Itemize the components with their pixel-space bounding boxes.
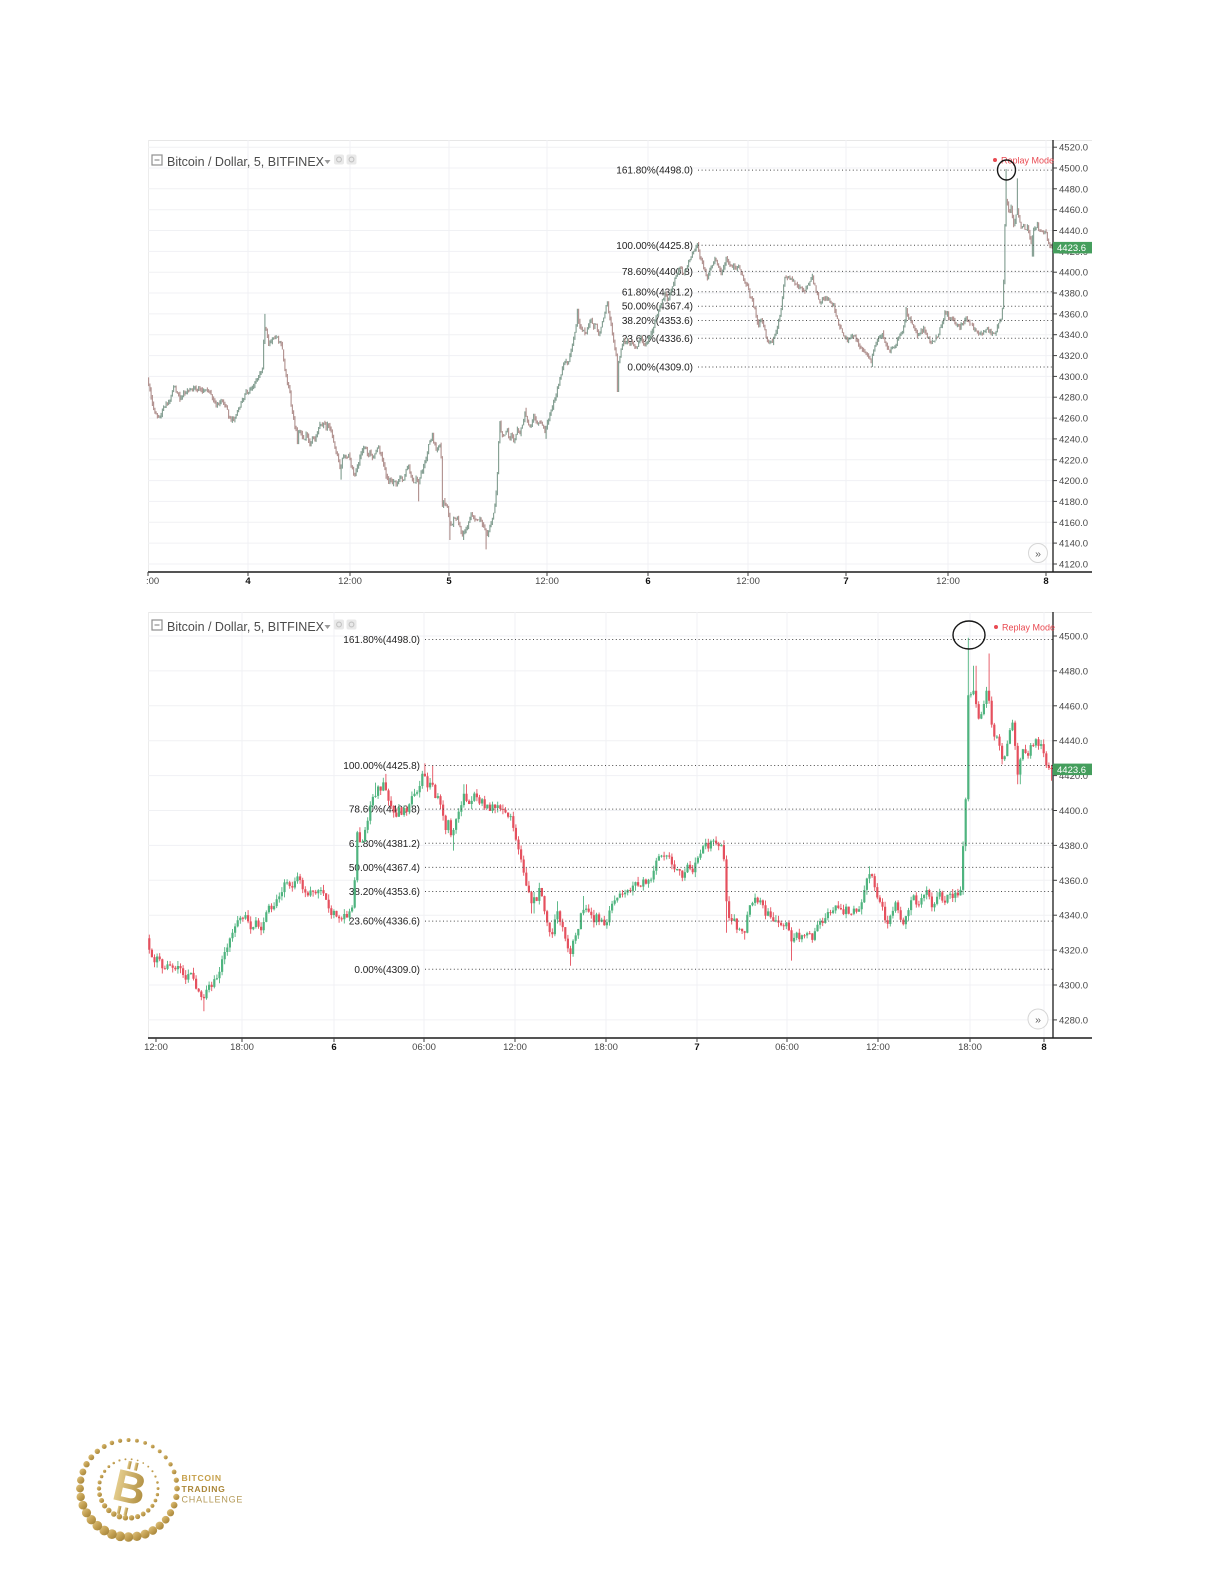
svg-text:Replay Mode: Replay Mode <box>1001 156 1054 166</box>
svg-text:4460.0: 4460.0 <box>1059 205 1088 216</box>
svg-text:4300.0: 4300.0 <box>1059 372 1088 383</box>
svg-text:78.60%(4400.8): 78.60%(4400.8) <box>622 267 693 278</box>
svg-text:0.00%(4309.0): 0.00%(4309.0) <box>627 363 693 374</box>
svg-text:12:00: 12:00 <box>503 1042 527 1053</box>
svg-text:4423.6: 4423.6 <box>1057 243 1086 254</box>
svg-text:38.20%(4353.6): 38.20%(4353.6) <box>349 887 420 898</box>
svg-text:06:00: 06:00 <box>412 1042 436 1053</box>
svg-text:18:00: 18:00 <box>230 1042 254 1053</box>
svg-text:CHALLENGE: CHALLENGE <box>182 1495 244 1505</box>
svg-text:6: 6 <box>645 576 650 587</box>
svg-text:4360.0: 4360.0 <box>1059 876 1088 887</box>
svg-text:4400.0: 4400.0 <box>1059 806 1088 817</box>
svg-text:Replay Mode: Replay Mode <box>1002 623 1055 633</box>
svg-text:4360.0: 4360.0 <box>1059 309 1088 320</box>
svg-text:4320.0: 4320.0 <box>1059 351 1088 362</box>
svg-text:Bitcoin / Dollar, 5, BITFINEX: Bitcoin / Dollar, 5, BITFINEX <box>167 155 325 169</box>
svg-text:4380.0: 4380.0 <box>1059 841 1088 852</box>
svg-text:4340.0: 4340.0 <box>1059 330 1088 341</box>
svg-text:23.60%(4336.6): 23.60%(4336.6) <box>349 917 420 928</box>
svg-text:4120.0: 4120.0 <box>1059 560 1088 571</box>
svg-text:4220.0: 4220.0 <box>1059 455 1088 466</box>
svg-text:161.80%(4498.0): 161.80%(4498.0) <box>343 635 420 646</box>
svg-text:100.00%(4425.8): 100.00%(4425.8) <box>616 241 693 252</box>
svg-text:8: 8 <box>1041 1042 1046 1053</box>
svg-text:4500.0: 4500.0 <box>1059 632 1088 643</box>
svg-text:4423.6: 4423.6 <box>1057 765 1086 776</box>
svg-text:23.60%(4336.6): 23.60%(4336.6) <box>622 334 693 345</box>
svg-text:4460.0: 4460.0 <box>1059 701 1088 712</box>
svg-text:4: 4 <box>245 576 251 587</box>
svg-text:4440.0: 4440.0 <box>1059 736 1088 747</box>
svg-text:TRADING: TRADING <box>182 1484 226 1494</box>
svg-text:61.80%(4381.2): 61.80%(4381.2) <box>622 287 693 298</box>
svg-text:6: 6 <box>331 1042 336 1053</box>
svg-text:4260.0: 4260.0 <box>1059 414 1088 425</box>
svg-text:4200.0: 4200.0 <box>1059 476 1088 487</box>
svg-text:4440.0: 4440.0 <box>1059 226 1088 237</box>
svg-text:4340.0: 4340.0 <box>1059 911 1088 922</box>
svg-text:5: 5 <box>446 576 452 587</box>
svg-text:4160.0: 4160.0 <box>1059 518 1088 529</box>
svg-text:50.00%(4367.4): 50.00%(4367.4) <box>622 302 693 313</box>
svg-text:18:00: 18:00 <box>958 1042 982 1053</box>
svg-text:12:00: 12:00 <box>338 576 362 587</box>
svg-text:0.00%(4309.0): 0.00%(4309.0) <box>354 965 420 976</box>
svg-text::00: :00 <box>146 576 159 587</box>
svg-text:4420.0: 4420.0 <box>1059 771 1088 782</box>
svg-text:4500.0: 4500.0 <box>1059 164 1088 175</box>
svg-text:4300.0: 4300.0 <box>1059 981 1088 992</box>
svg-text:4280.0: 4280.0 <box>1059 393 1088 404</box>
svg-text:4320.0: 4320.0 <box>1059 946 1088 957</box>
svg-text:12:00: 12:00 <box>936 576 960 587</box>
svg-text:61.80%(4381.2): 61.80%(4381.2) <box>349 839 420 850</box>
svg-text:7: 7 <box>843 576 848 587</box>
svg-text:BITCOIN: BITCOIN <box>182 1473 222 1483</box>
svg-text:4400.0: 4400.0 <box>1059 268 1088 279</box>
svg-text:100.00%(4425.8): 100.00%(4425.8) <box>343 761 420 772</box>
svg-text:161.80%(4498.0): 161.80%(4498.0) <box>616 166 693 177</box>
svg-text:4520.0: 4520.0 <box>1059 143 1088 154</box>
svg-text:4480.0: 4480.0 <box>1059 184 1088 195</box>
svg-text:4380.0: 4380.0 <box>1059 289 1088 300</box>
svg-text:8: 8 <box>1043 576 1048 587</box>
svg-text:50.00%(4367.4): 50.00%(4367.4) <box>349 863 420 874</box>
svg-text:4280.0: 4280.0 <box>1059 1015 1088 1026</box>
svg-text:Bitcoin / Dollar, 5, BITFINEX: Bitcoin / Dollar, 5, BITFINEX <box>167 620 325 634</box>
svg-text:12:00: 12:00 <box>736 576 760 587</box>
svg-text:12:00: 12:00 <box>144 1042 168 1053</box>
svg-text:4240.0: 4240.0 <box>1059 434 1088 445</box>
svg-text:7: 7 <box>694 1042 699 1053</box>
svg-text:18:00: 18:00 <box>594 1042 618 1053</box>
svg-text:12:00: 12:00 <box>535 576 559 587</box>
svg-text:»: » <box>1035 1014 1041 1026</box>
svg-text:4180.0: 4180.0 <box>1059 497 1088 508</box>
svg-text:38.20%(4353.6): 38.20%(4353.6) <box>622 316 693 327</box>
svg-text:78.60%(4400.8): 78.60%(4400.8) <box>349 805 420 816</box>
svg-text:4140.0: 4140.0 <box>1059 539 1088 550</box>
svg-text:12:00: 12:00 <box>866 1042 890 1053</box>
svg-text:06:00: 06:00 <box>775 1042 799 1053</box>
svg-text:4480.0: 4480.0 <box>1059 666 1088 677</box>
svg-text:»: » <box>1035 548 1041 560</box>
